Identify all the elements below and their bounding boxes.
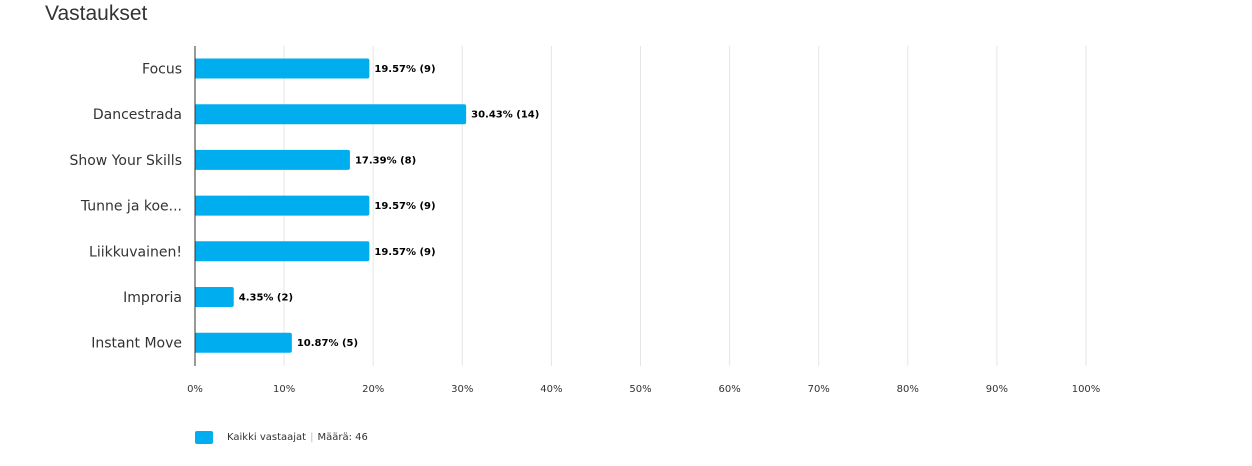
bar-chart: 0% 10% 20% 30% 40% 50% 60% 70% 80% 90% 100% Focus 19… [69,46,1100,396]
bar[interactable] [195,287,234,307]
bar[interactable] [195,241,370,262]
category-label: Dancestrada [93,107,182,123]
legend-series-label[interactable]: Kaikki vastaajat [227,432,307,443]
labels: 0% 10% 20% 30% 40% 50% 60% 70% 80% 90% 100% Focus 19… [69,62,1100,396]
data-label: 30.43% (14) [471,110,539,121]
x-tick-label: 80% [897,384,919,395]
data-label: 19.57% (9) [374,64,435,75]
x-tick-label: 20% [362,384,384,395]
category-label: Improria [123,290,182,306]
legend[interactable]: Kaikki vastaajat | Määrä: 46 [195,431,368,444]
data-label: 17.39% (8) [355,155,416,166]
legend-count: Määrä: 46 [317,432,368,443]
x-tick-label: 0% [187,384,203,395]
data-label: 19.57% (9) [374,201,435,212]
bar[interactable] [195,104,467,125]
bar[interactable] [195,58,370,79]
x-tick-label: 40% [540,384,562,395]
category-label: Instant Move [91,336,182,352]
category-label: Tunne ja koe... [80,199,182,215]
data-label: 19.57% (9) [374,247,435,258]
x-tick-label: 50% [629,384,651,395]
x-tick-label: 30% [451,384,473,395]
bars [195,58,467,353]
legend-swatch[interactable] [195,431,213,444]
x-tick-label: 100% [1072,384,1101,395]
category-label: Focus [142,62,182,78]
bar[interactable] [195,149,350,170]
chart-title: Vastaukset [45,2,148,25]
x-tick-label: 60% [718,384,740,395]
x-tick-label: 70% [808,384,830,395]
x-tick-label: 90% [986,384,1008,395]
bar[interactable] [195,332,292,353]
data-label: 4.35% (2) [239,293,293,304]
legend-separator: | [310,432,314,443]
x-tick-label: 10% [273,384,295,395]
data-label: 10.87% (5) [297,338,358,349]
bar[interactable] [195,195,370,216]
category-label: Show Your Skills [69,153,182,169]
category-label: Liikkuvainen! [89,244,182,260]
